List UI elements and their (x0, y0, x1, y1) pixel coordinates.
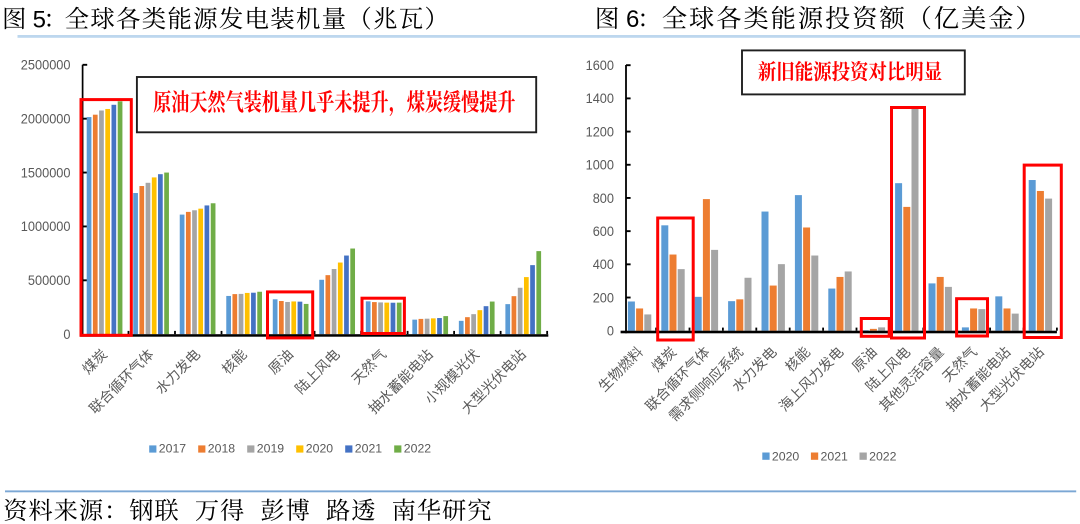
svg-text:2000000: 2000000 (21, 111, 71, 126)
svg-text:1600: 1600 (586, 58, 615, 73)
svg-text:2022: 2022 (404, 442, 431, 456)
svg-text:2020: 2020 (772, 450, 799, 464)
svg-text:500000: 500000 (28, 273, 71, 288)
svg-text:0: 0 (607, 324, 615, 339)
svg-text:2019: 2019 (257, 442, 284, 456)
svg-text:2021: 2021 (821, 450, 848, 464)
svg-text:600: 600 (593, 224, 615, 239)
svg-text:2021: 2021 (355, 442, 382, 456)
svg-text:6: 6 (626, 6, 639, 33)
svg-text:1000: 1000 (586, 158, 615, 173)
svg-text:800: 800 (593, 191, 615, 206)
svg-text:2018: 2018 (208, 442, 235, 456)
svg-text:1000000: 1000000 (21, 219, 71, 234)
svg-text:1200: 1200 (586, 124, 615, 139)
svg-text:200: 200 (593, 290, 615, 305)
svg-text:2020: 2020 (306, 442, 333, 456)
svg-text:0: 0 (63, 327, 71, 342)
svg-text:1500000: 1500000 (21, 165, 71, 180)
svg-text:2017: 2017 (159, 442, 186, 456)
svg-text:400: 400 (593, 257, 615, 272)
svg-text:5: 5 (33, 6, 46, 33)
svg-text:1400: 1400 (586, 91, 615, 106)
svg-text:2022: 2022 (869, 450, 896, 464)
svg-text:2500000: 2500000 (21, 58, 71, 73)
